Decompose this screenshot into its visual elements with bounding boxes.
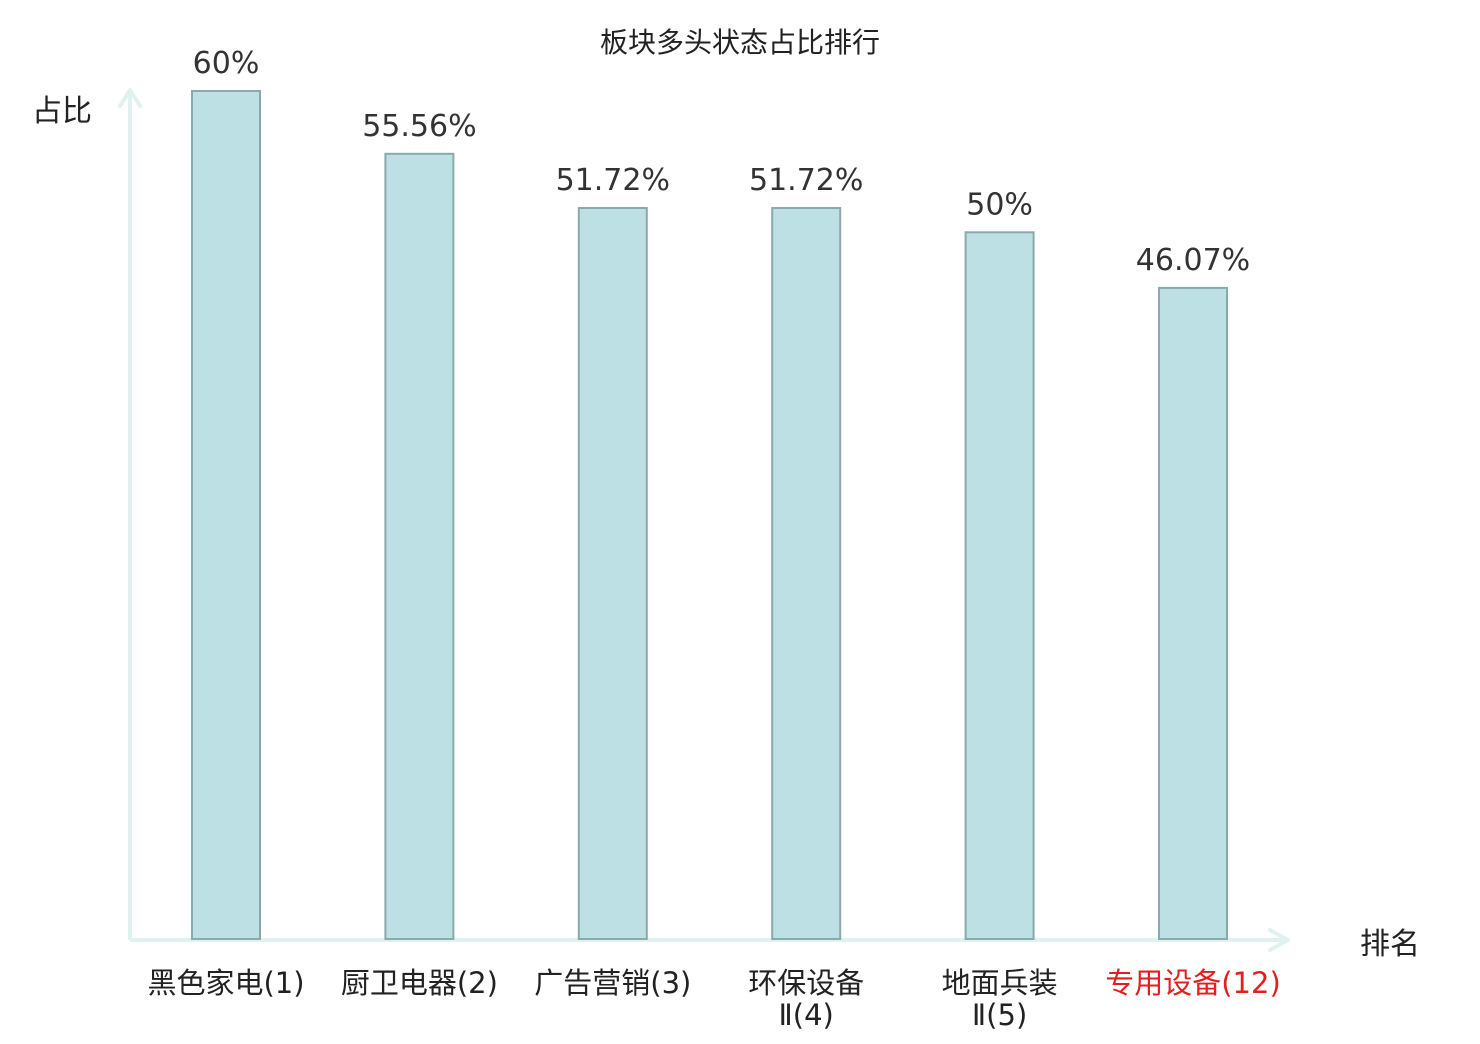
bar — [384, 152, 455, 941]
y-axis-arrow-icon — [118, 88, 142, 108]
axes — [118, 88, 1290, 952]
bar-value-labels: 60% 55.56% 51.72% 51.72% 50% 46.07% — [193, 46, 1251, 278]
x-tick-label: 专用设备(12) — [1105, 966, 1281, 1000]
bar-value-label: 46.07% — [1136, 243, 1250, 278]
bar-value-label: 55.56% — [362, 109, 476, 144]
bar — [964, 231, 1035, 941]
bar-value-label: 51.72% — [749, 163, 863, 198]
bar — [1158, 286, 1228, 940]
x-tick-label: 广告营销(3) — [534, 966, 691, 1000]
y-axis-label: 占比 — [32, 94, 92, 129]
bar — [191, 90, 261, 940]
x-tick-label: 环保设备 Ⅱ(4) — [748, 966, 864, 1032]
bar — [577, 207, 648, 940]
x-tick-label: 地面兵装 Ⅱ(5) — [942, 966, 1058, 1032]
x-tick-labels: 黑色家电(1) 厨卫电器(2) 广告营销(3) 环保设备 Ⅱ(4) 地面兵装 Ⅱ(5) 专用设… — [147, 966, 1280, 1032]
x-axis-label: 排名 — [1360, 927, 1420, 962]
chart-title: 板块多头状态占比排行 — [600, 26, 880, 59]
bar-value-label: 50% — [966, 187, 1033, 222]
x-tick-label: 黑色家电(1) — [147, 966, 304, 1000]
bar-value-label: 51.72% — [556, 163, 670, 198]
x-tick-label: 厨卫电器(2) — [341, 966, 498, 1000]
bar — [771, 207, 842, 940]
bars-group — [191, 90, 1228, 941]
bar-value-label: 60% — [193, 46, 260, 81]
x-axis-arrow-icon — [1268, 928, 1290, 952]
